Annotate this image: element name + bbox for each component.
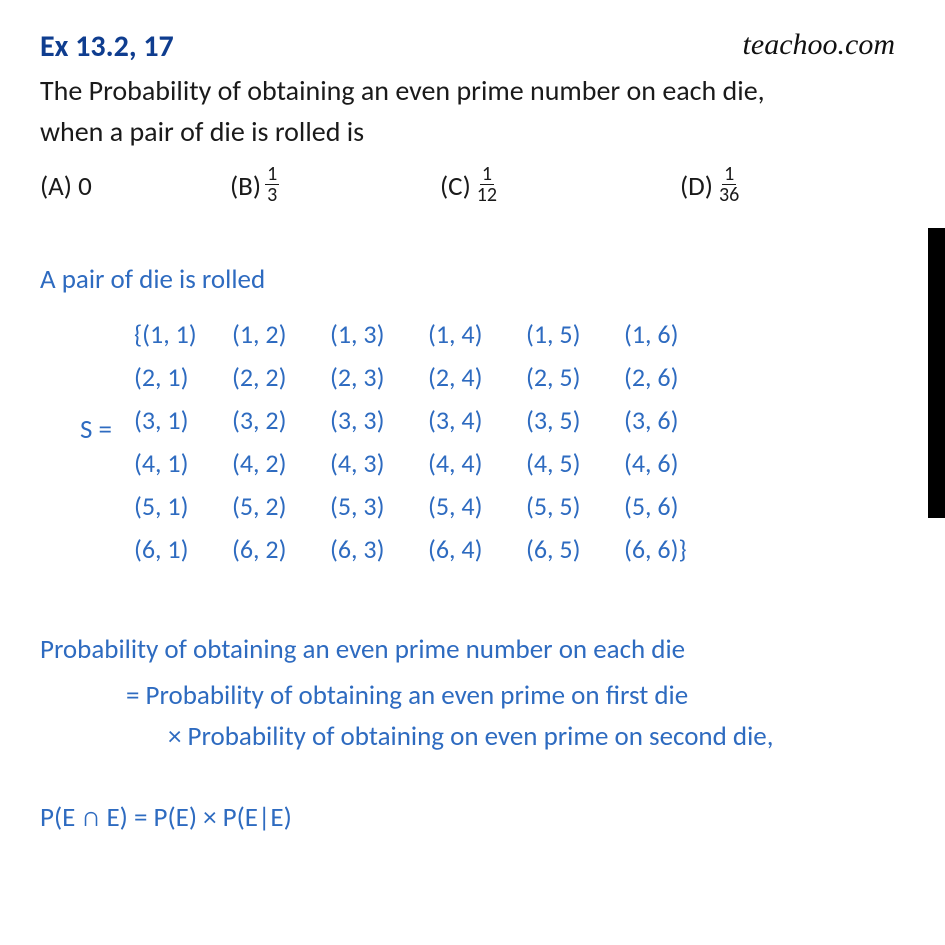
question-text: The Probability of obtaining an even pri… xyxy=(40,71,895,152)
option-d: (D) 1 36 xyxy=(680,166,741,207)
option-b-numerator: 1 xyxy=(265,164,279,185)
grid-cell: (5, 2) xyxy=(232,490,330,522)
option-c-label: (C) xyxy=(440,170,471,203)
header-row: Ex 13.2, 17 teachoo.com xyxy=(40,28,895,65)
exercise-title: Ex 13.2, 17 xyxy=(40,28,174,65)
grid-cell: (1, 3) xyxy=(330,318,428,350)
grid-cell: (6, 6)} xyxy=(624,533,722,565)
page: Ex 13.2, 17 teachoo.com The Probability … xyxy=(0,0,945,862)
grid-cell: (3, 2) xyxy=(232,404,330,436)
grid-cell: (5, 6) xyxy=(624,490,722,522)
grid-cell: (5, 5) xyxy=(526,490,624,522)
grid-cell: (1, 4) xyxy=(428,318,526,350)
grid-cell: (6, 4) xyxy=(428,533,526,565)
brand-logo: teachoo.com xyxy=(743,28,895,62)
grid-cell: (5, 1) xyxy=(134,490,232,522)
sample-space-grid: {(1, 1) (1, 2) (1, 3) (1, 4) (1, 5) (1, … xyxy=(134,318,722,565)
option-c-numerator: 1 xyxy=(480,164,494,185)
option-a: (A) 0 xyxy=(40,166,230,207)
grid-cell: (2, 1) xyxy=(134,361,232,393)
grid-cell: (6, 1) xyxy=(134,533,232,565)
probability-line-3: × Probability of obtaining on even prime… xyxy=(168,720,895,753)
grid-cell: (2, 6) xyxy=(624,361,722,393)
probability-line-2: = Probability of obtaining an even prime… xyxy=(126,679,895,712)
grid-cell: (4, 4) xyxy=(428,447,526,479)
s-equals-label: S = xyxy=(80,413,112,446)
grid-cell: (2, 5) xyxy=(526,361,624,393)
grid-cell: (3, 6) xyxy=(624,404,722,436)
grid-cell: (1, 5) xyxy=(526,318,624,350)
grid-cell: (1, 6) xyxy=(624,318,722,350)
grid-cell: (6, 2) xyxy=(232,533,330,565)
option-d-numerator: 1 xyxy=(722,164,736,185)
grid-cell: (2, 4) xyxy=(428,361,526,393)
grid-cell: (2, 3) xyxy=(330,361,428,393)
sample-space: S = {(1, 1) (1, 2) (1, 3) (1, 4) (1, 5) … xyxy=(80,318,895,565)
option-b-label: (B) xyxy=(230,170,261,203)
option-c: (C) 1 12 xyxy=(440,166,680,207)
option-d-fraction: 1 36 xyxy=(717,164,741,205)
sidebar-blackbar xyxy=(928,228,945,518)
option-c-fraction: 1 12 xyxy=(475,164,499,205)
grid-cell: (4, 1) xyxy=(134,447,232,479)
option-b-fraction: 1 3 xyxy=(265,164,279,205)
question-line-1: The Probability of obtaining an even pri… xyxy=(40,73,765,108)
probability-line-1: Probability of obtaining an even prime n… xyxy=(40,629,895,671)
grid-cell: (4, 3) xyxy=(330,447,428,479)
grid-cell: (2, 2) xyxy=(232,361,330,393)
grid-cell: {(1, 1) xyxy=(134,318,232,350)
option-b-denominator: 3 xyxy=(265,185,279,205)
options-row: (A) 0 (B) 1 3 (C) 1 12 (D) 1 36 xyxy=(40,166,895,207)
grid-cell: (3, 1) xyxy=(134,404,232,436)
option-b: (B) 1 3 xyxy=(230,166,440,207)
grid-cell: (3, 5) xyxy=(526,404,624,436)
option-a-label: (A) 0 xyxy=(40,170,92,203)
grid-cell: (5, 4) xyxy=(428,490,526,522)
grid-cell: (3, 3) xyxy=(330,404,428,436)
grid-cell: (1, 2) xyxy=(232,318,330,350)
option-d-label: (D) xyxy=(680,170,713,203)
grid-cell: (4, 2) xyxy=(232,447,330,479)
probability-formula: P(E ∩ E) = P(E) × P(E|E) xyxy=(40,801,895,834)
question-line-2: when a pair of die is rolled is xyxy=(40,114,364,149)
grid-cell: (6, 5) xyxy=(526,533,624,565)
solution-heading: A pair of die is rolled xyxy=(40,263,895,296)
grid-cell: (3, 4) xyxy=(428,404,526,436)
grid-cell: (6, 3) xyxy=(330,533,428,565)
option-d-denominator: 36 xyxy=(717,185,741,205)
grid-cell: (4, 5) xyxy=(526,447,624,479)
option-c-denominator: 12 xyxy=(475,185,499,205)
grid-cell: (5, 3) xyxy=(330,490,428,522)
grid-cell: (4, 6) xyxy=(624,447,722,479)
